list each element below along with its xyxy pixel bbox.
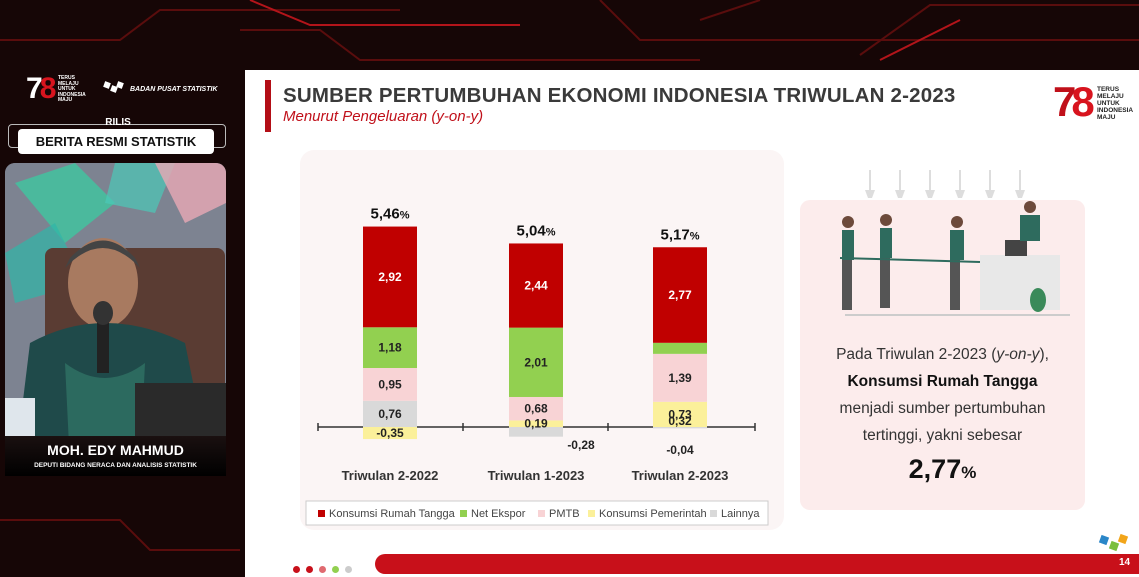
speaker-title: DEPUTI BIDANG NERACA DAN ANALISIS STATIS…	[34, 462, 197, 469]
bar-segment	[653, 247, 707, 343]
info-value: 2,77%	[908, 454, 977, 484]
total-unit: %	[690, 230, 700, 242]
category-label: Triwulan 2-2023	[632, 468, 729, 483]
legend-swatch	[538, 510, 545, 517]
bar-segment	[653, 353, 707, 402]
info-line-4: tertinggi, yakni sebesar	[862, 427, 1023, 444]
logo-tagline: TERUS MELAJU UNTUK INDONESIA MAJU	[58, 75, 86, 103]
data-label: 0,73	[668, 407, 692, 421]
stacked-bar-chart: 0,76 -0,35 0,95 1,18 2,92 5,46% Triwulan 2-202…	[305, 206, 769, 526]
chart-card: 0,76 -0,35 0,95 1,18 2,92 5,46% Triwulan 2-202…	[300, 150, 784, 530]
bar-segment	[653, 401, 707, 427]
bar-segment	[653, 427, 707, 429]
bar-segment	[363, 400, 417, 427]
shopping-illustration	[839, 170, 1070, 316]
info-line-1: Pada Triwulan 2-2023 (y-on-y),	[836, 346, 1049, 363]
total-label: 5,04%	[517, 222, 556, 239]
legend-box	[305, 500, 769, 526]
bar-segment	[509, 420, 563, 427]
bar-segment	[509, 427, 563, 437]
legend-label: Lainnya	[721, 508, 760, 520]
page-number: 14	[1119, 557, 1131, 568]
data-label: 1,39	[668, 371, 692, 385]
bar-segment	[509, 243, 563, 328]
data-label: 1,18	[378, 341, 402, 355]
bar-segment	[509, 327, 563, 397]
legend-swatch	[588, 510, 595, 517]
data-label: -0,04	[666, 443, 694, 457]
speaker-name: MOH. EDY MAHMUD	[47, 442, 184, 458]
data-label: 0,68	[524, 402, 548, 416]
org-name: BADAN PUSAT STATISTIK	[130, 86, 218, 93]
info-line-2: Konsumsi Rumah Tangga	[847, 373, 1038, 390]
hut-78-logo-slide: 78	[1053, 78, 1095, 125]
category-label: Triwulan 2-2022	[342, 468, 439, 483]
bar-segment	[653, 342, 707, 354]
category-label: Triwulan 1-2023	[488, 468, 585, 483]
legend-label: Net Ekspor	[471, 508, 526, 520]
progress-dot	[332, 566, 339, 573]
progress-dot	[345, 566, 352, 573]
data-label: 2,92	[378, 270, 402, 284]
rilis-label: RILIS	[105, 117, 131, 128]
footer-bar	[375, 554, 1139, 574]
broadcast-panel: 78 TERUS MELAJU UNTUK INDONESIA MAJU BAD…	[0, 0, 240, 577]
speaker-video-frame	[5, 163, 226, 466]
progress-dot	[293, 566, 300, 573]
progress-dot	[306, 566, 313, 573]
data-label: -0,35	[376, 426, 404, 440]
presentation-slide: SUMBER PERTUMBUHAN EKONOMI INDONESIA TRI…	[245, 70, 1139, 577]
legend-swatch	[460, 510, 467, 517]
total-unit: %	[546, 226, 556, 238]
bar-segment	[509, 396, 563, 421]
data-label: 2,01	[524, 355, 548, 369]
speaker-name-box	[5, 436, 226, 476]
legend-swatch	[710, 510, 717, 517]
bar-segment	[363, 427, 417, 440]
slide-progress-dots	[293, 560, 358, 577]
total-unit: %	[400, 210, 410, 222]
slide-logo-tagline: TERUS MELAJU UNTUK INDONESIA MAJU	[1097, 86, 1134, 121]
legend-label: Konsumsi Pemerintah	[599, 508, 707, 520]
title-accent-bar	[265, 80, 271, 132]
info-card: Pada Triwulan 2-2023 (y-on-y), Konsumsi …	[800, 170, 1085, 510]
slide-subtitle: Menurut Pengeluaran (y-on-y)	[283, 108, 484, 125]
total-label: 5,17%	[661, 226, 700, 243]
legend-label: PMTB	[549, 508, 580, 520]
bar-segment	[363, 368, 417, 401]
speaker-video	[5, 163, 226, 466]
total-label: 5,46%	[371, 206, 410, 223]
data-label: -0,28	[567, 438, 595, 452]
bps-logo-icon	[1098, 533, 1129, 552]
legend-swatch	[318, 510, 325, 517]
info-line-3: menjadi sumber pertumbuhan	[839, 400, 1046, 417]
data-label: 0,95	[378, 377, 402, 391]
data-label: 2,77	[668, 288, 692, 302]
bar-segment	[363, 327, 417, 369]
slide-title: SUMBER PERTUMBUHAN EKONOMI INDONESIA TRI…	[283, 84, 956, 107]
bar-segment	[363, 226, 417, 328]
data-label: 0,19	[524, 417, 548, 431]
data-label: 0,76	[378, 407, 402, 421]
bps-logo-icon	[103, 81, 124, 93]
progress-dot	[319, 566, 326, 573]
hut-78-logo: 78	[26, 72, 56, 105]
program-label: BERITA RESMI STATISTIK	[18, 129, 214, 154]
legend-label: Konsumsi Rumah Tangga	[329, 508, 456, 520]
data-label: 0,32	[668, 414, 692, 428]
data-label: 2,44	[524, 279, 548, 293]
